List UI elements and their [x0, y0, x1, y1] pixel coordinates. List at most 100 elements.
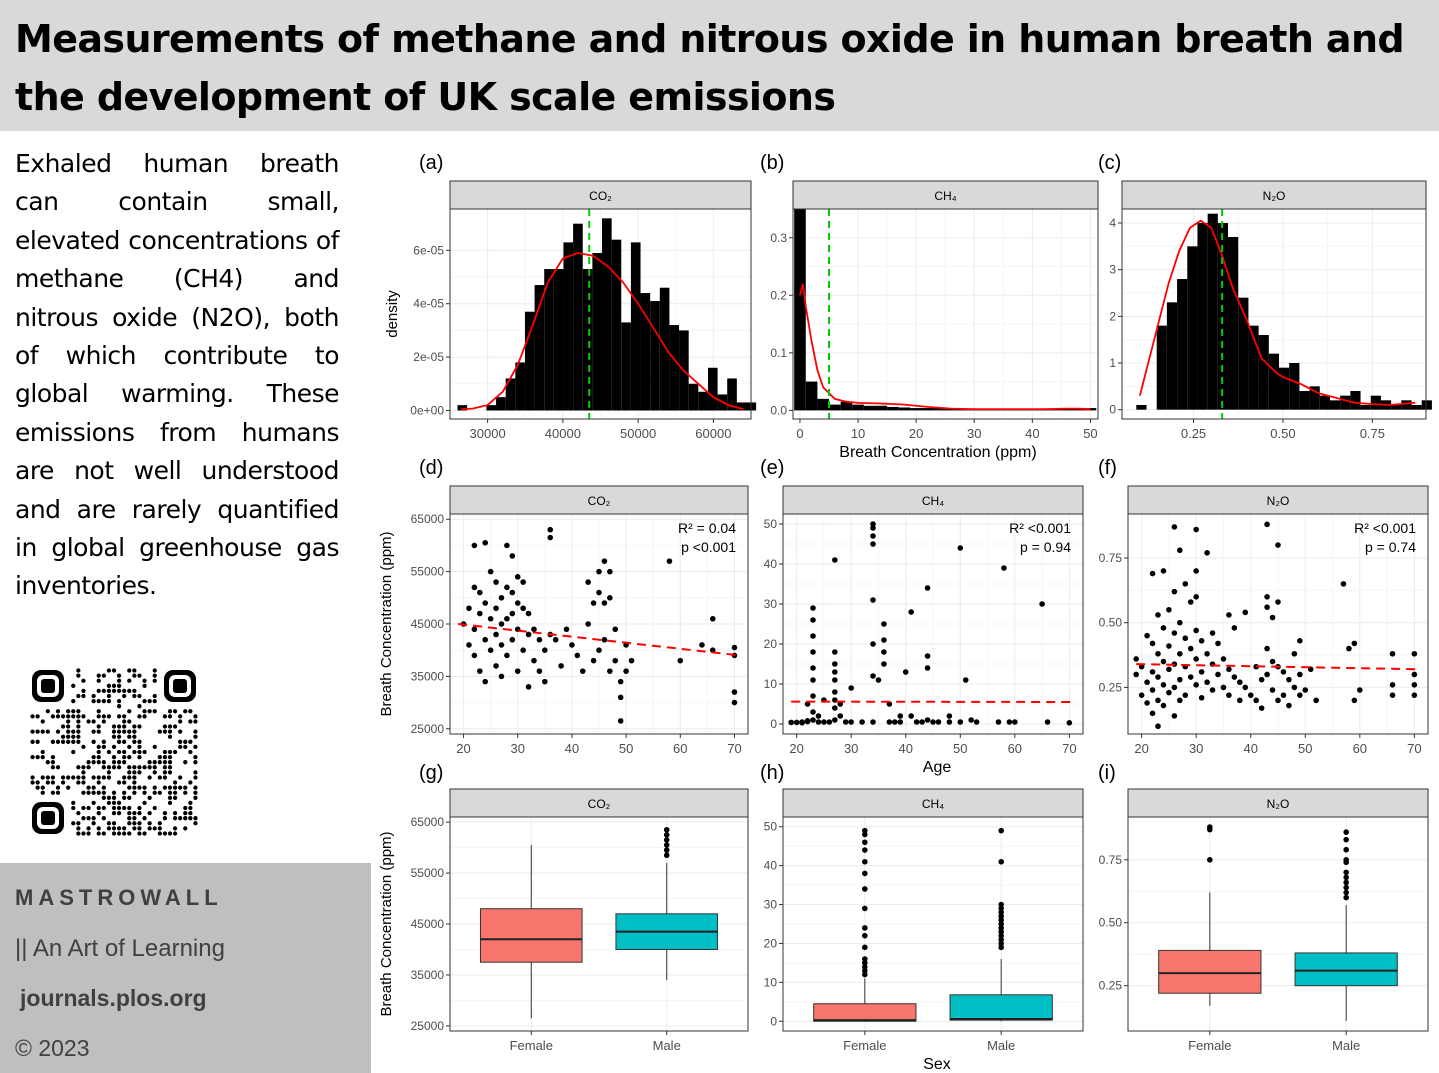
y-tick-label: 40: [764, 859, 778, 873]
histogram-bar: [1319, 395, 1330, 410]
scatter-point: [962, 677, 969, 683]
scatter-point: [1204, 679, 1210, 686]
y-tick-label: 50: [764, 517, 778, 531]
x-tick-label: 40: [1025, 426, 1039, 441]
scatter-point: [1001, 565, 1007, 571]
scatter-point: [585, 621, 591, 627]
scatter-point: [574, 652, 581, 659]
histogram-bar: [910, 408, 922, 411]
panel-c: (c) N₂O 0 1 2 3 4 0.25 0.50 0.75: [1098, 152, 1432, 441]
scatter-point: [1155, 612, 1161, 618]
scatter-point: [1264, 645, 1270, 652]
histogram-bar: [1411, 405, 1422, 410]
scatter-point: [617, 678, 624, 685]
x-tick-label: 50: [619, 741, 633, 756]
histogram-bar: [1228, 237, 1239, 410]
scatter-point: [1177, 697, 1183, 704]
scatter-point: [471, 584, 478, 591]
scatter-point: [1220, 656, 1227, 662]
x-tick-label: 0.50: [1270, 426, 1295, 441]
scatter-point: [837, 713, 844, 719]
scatter-point: [1297, 692, 1303, 698]
scatter-point: [957, 719, 964, 725]
scatter-point: [810, 649, 816, 655]
qr-finder-top-right: [164, 670, 196, 702]
outlier-point: [1343, 884, 1349, 891]
scatter-point: [1187, 674, 1194, 680]
scatter-point: [810, 717, 816, 723]
histogram-bar: [544, 269, 554, 411]
scatter-point: [1275, 697, 1281, 704]
scatter-point: [1389, 682, 1396, 688]
histogram-bar: [727, 378, 737, 411]
scatter-point: [1411, 682, 1418, 688]
x-tick-label: 30: [844, 741, 858, 756]
histogram-bar: [515, 362, 525, 411]
histogram-bar: [898, 407, 911, 411]
plot-background: [1128, 817, 1428, 1031]
scatter-point: [810, 617, 816, 623]
histogram-bar: [524, 311, 535, 411]
scatter-point: [1204, 650, 1210, 657]
source-link[interactable]: journals.plos.org: [20, 985, 207, 1011]
outlier-point: [998, 932, 1004, 939]
scatter-point: [1275, 542, 1281, 548]
x-tick-label: Male: [987, 1038, 1015, 1053]
x-tick-label: 20: [456, 741, 470, 756]
facet-strip-label: CH₄: [934, 189, 956, 203]
scatter-point: [1193, 656, 1199, 662]
qr-finder-top-left: [32, 670, 64, 702]
scatter-point: [930, 719, 936, 725]
scatter-point: [514, 600, 521, 606]
histogram-bar: [1073, 408, 1085, 411]
density-curve: [1139, 219, 1416, 406]
scatter-point: [487, 615, 494, 622]
qr-code[interactable]: [30, 668, 198, 836]
scatter-point: [617, 694, 624, 701]
scatter-point: [1269, 658, 1276, 665]
y-tick-label: 20: [764, 637, 778, 651]
outlier-point: [663, 826, 670, 833]
histogram-bar: [457, 405, 468, 411]
outlier-point: [862, 964, 868, 970]
x-tick-label: 20: [789, 741, 803, 756]
scatter-point: [612, 626, 619, 633]
outlier-point: [862, 870, 868, 877]
facet-strip-label: CH₄: [922, 494, 944, 508]
outlier-point: [998, 921, 1004, 927]
scatter-point: [1297, 671, 1303, 678]
facet-strip: [1121, 180, 1427, 210]
scatter-point: [1177, 619, 1183, 626]
scatter-point: [531, 626, 537, 633]
outlier-point: [663, 847, 670, 853]
histogram-bar: [1197, 223, 1208, 410]
qr-finder-bottom-left: [32, 802, 64, 834]
scatter-point: [826, 719, 833, 725]
x-tick-label: Female: [843, 1038, 886, 1053]
density-curve: [461, 252, 744, 410]
plot-border: [449, 816, 749, 1032]
histogram-bar: [1156, 325, 1167, 410]
scatter-point: [881, 637, 887, 643]
scatter-point: [601, 600, 608, 606]
y-tick-label: 30: [764, 898, 778, 912]
facet-strip-label: N₂O: [1263, 189, 1286, 203]
plot-border: [1127, 513, 1429, 735]
p-value-label: p = 0.74: [1365, 539, 1416, 555]
y-tick-label: 3: [1109, 263, 1116, 277]
scatter-point: [623, 668, 629, 674]
facet-strip: [782, 788, 1084, 818]
scatter-point: [699, 642, 705, 648]
y-tick-label: 65000: [411, 815, 445, 829]
scatter-point: [870, 641, 876, 647]
panel-label: (b): [760, 152, 784, 174]
scatter-point: [1193, 682, 1199, 688]
outlier-point: [862, 925, 868, 931]
scatter-point: [504, 542, 510, 549]
trend-line: [1136, 663, 1420, 671]
scatter-point: [1160, 702, 1167, 709]
scatter-point: [1291, 650, 1298, 657]
scatter-point: [1411, 650, 1418, 657]
scatter-point: [897, 713, 904, 719]
